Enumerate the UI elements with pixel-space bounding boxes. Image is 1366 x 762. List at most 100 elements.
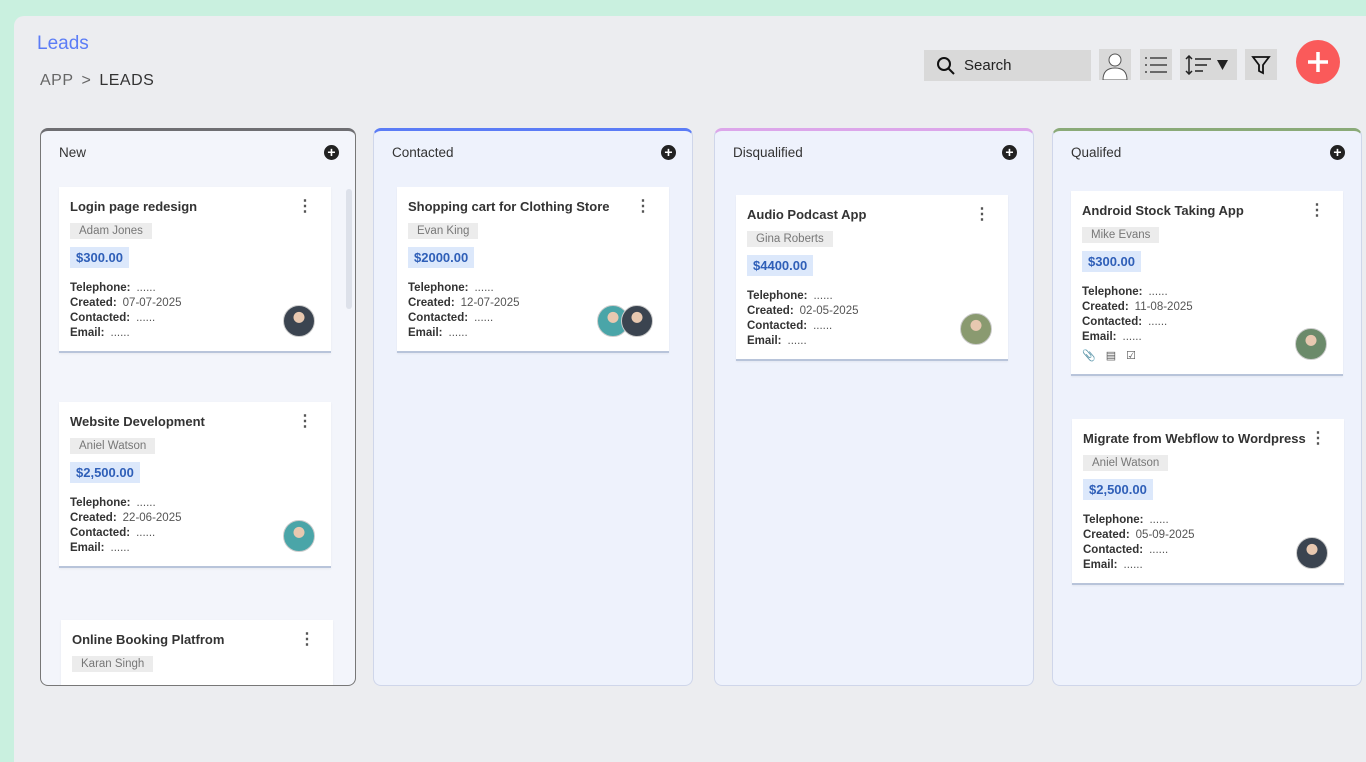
field-label: Telephone: <box>70 282 131 294</box>
search-input[interactable]: Search <box>924 50 1091 81</box>
kanban-column-qualifed: Qualifed + Android Stock Taking App ⋮ Mike E… <box>1052 128 1362 686</box>
field-email: Email:...... <box>1082 331 1332 343</box>
field-value: ...... <box>110 327 130 339</box>
more-options-icon[interactable]: ⋮ <box>297 413 313 430</box>
scrollbar[interactable] <box>346 189 352 309</box>
amount-badge: $2000.00 <box>408 247 475 268</box>
field-value: ...... <box>136 282 156 294</box>
field-created: Created: 12-07-2025 <box>408 297 658 309</box>
card-title: Audio Podcast App <box>747 207 867 222</box>
field-value: ...... <box>1123 559 1143 571</box>
field-telephone: Telephone:...... <box>70 282 320 294</box>
field-label: Email: <box>747 335 782 347</box>
field-telephone: Telephone:...... <box>408 282 658 294</box>
field-value: ...... <box>136 497 156 509</box>
field-label: Telephone: <box>1083 514 1144 526</box>
field-contacted: Contacted:...... <box>1083 544 1333 556</box>
lead-card[interactable]: Audio Podcast App ⋮ Gina Roberts $4400.00 Te… <box>736 195 1008 361</box>
more-options-icon[interactable]: ⋮ <box>635 198 651 215</box>
lead-card[interactable]: Login page redesign ⋮ Adam Jones $300.00 Tel… <box>59 187 331 353</box>
amount-badge: $2,500.00 <box>70 462 140 483</box>
lead-card[interactable]: Online Booking Platfrom ⋮ Karan Singh <box>61 620 333 685</box>
avatar[interactable] <box>1296 537 1328 569</box>
field-email: Email:...... <box>70 327 320 339</box>
field-value: 02-05-2025 <box>799 305 859 317</box>
more-options-icon[interactable]: ⋮ <box>297 198 313 215</box>
field-value: ...... <box>1122 331 1142 343</box>
owner-tag: Adam Jones <box>70 223 152 239</box>
field-label: Contacted: <box>70 527 131 539</box>
field-value: ...... <box>1149 544 1169 556</box>
breadcrumb-separator: > <box>81 72 92 89</box>
comment-icon[interactable]: ▤ <box>1105 350 1117 362</box>
sort-icon <box>1184 54 1228 75</box>
field-value: 12-07-2025 <box>460 297 520 309</box>
sort-button[interactable] <box>1180 49 1237 80</box>
assignee-avatars <box>1295 328 1327 360</box>
avatar[interactable] <box>621 305 653 337</box>
field-label: Contacted: <box>1083 544 1144 556</box>
breadcrumb: APP > LEADS <box>40 72 154 90</box>
lead-card[interactable]: Website Development ⋮ Aniel Watson $2,500.0… <box>59 402 331 568</box>
field-email: Email:...... <box>747 335 997 347</box>
owner-tag: Gina Roberts <box>747 231 833 247</box>
lead-card[interactable]: Android Stock Taking App ⋮ Mike Evans $300.… <box>1071 191 1343 376</box>
breadcrumb-app[interactable]: APP <box>40 72 74 89</box>
field-label: Contacted: <box>747 320 808 332</box>
field-contacted: Contacted:...... <box>70 527 320 539</box>
list-view-button[interactable] <box>1140 49 1172 80</box>
add-lead-button[interactable] <box>1296 40 1340 84</box>
add-card-button[interactable]: + <box>661 145 676 160</box>
field-value: ...... <box>787 335 807 347</box>
card-title: Online Booking Platfrom <box>72 632 225 647</box>
field-label: Contacted: <box>1082 316 1143 328</box>
field-telephone: Telephone:...... <box>70 497 320 509</box>
avatar[interactable] <box>1295 328 1327 360</box>
field-email: Email:...... <box>70 542 320 554</box>
add-card-button[interactable]: + <box>324 145 339 160</box>
amount-badge: $300.00 <box>70 247 129 268</box>
card-title: Migrate from Webflow to Wordpress <box>1083 431 1306 446</box>
list-icon <box>1145 56 1167 73</box>
lead-card[interactable]: Shopping cart for Clothing Store ⋮ Evan Ki… <box>397 187 669 353</box>
field-label: Created: <box>747 305 794 317</box>
amount-badge: $300.00 <box>1082 251 1141 272</box>
kanban-column-new: New + Login page redesign ⋮ Adam Jones $300.0… <box>40 128 356 686</box>
add-card-button[interactable]: + <box>1002 145 1017 160</box>
field-telephone: Telephone:...... <box>747 290 997 302</box>
field-label: Email: <box>408 327 443 339</box>
field-contacted: Contacted:...... <box>408 312 658 324</box>
field-value: 22-06-2025 <box>122 512 182 524</box>
checklist-icon[interactable]: ☑ <box>1126 350 1136 362</box>
owner-tag: Aniel Watson <box>1083 455 1169 471</box>
field-contacted: Contacted:...... <box>70 312 320 324</box>
field-value: ...... <box>1148 316 1168 328</box>
more-options-icon[interactable]: ⋮ <box>974 206 990 223</box>
more-options-icon[interactable]: ⋮ <box>1309 202 1325 219</box>
more-options-icon[interactable]: ⋮ <box>1310 430 1326 447</box>
avatar[interactable] <box>283 520 315 552</box>
field-label: Email: <box>70 542 105 554</box>
user-filter-button[interactable] <box>1099 49 1131 80</box>
field-value: 07-07-2025 <box>122 297 182 309</box>
assignee-avatars <box>283 520 315 552</box>
field-value: ...... <box>136 527 156 539</box>
field-value: ...... <box>474 312 494 324</box>
attachment-icon[interactable]: 📎 <box>1082 350 1096 362</box>
owner-tag: Mike Evans <box>1082 227 1160 243</box>
field-label: Contacted: <box>408 312 469 324</box>
field-value: 11-08-2025 <box>1134 301 1193 313</box>
field-label: Email: <box>1082 331 1117 343</box>
avatar[interactable] <box>960 313 992 345</box>
add-card-button[interactable]: + <box>1330 145 1345 160</box>
field-label: Created: <box>1082 301 1129 313</box>
page-title: Leads <box>37 33 89 54</box>
field-email: Email:...... <box>408 327 658 339</box>
more-options-icon[interactable]: ⋮ <box>299 631 315 648</box>
filter-button[interactable] <box>1245 49 1277 80</box>
lead-card[interactable]: Migrate from Webflow to Wordpress ⋮ Aniel … <box>1072 419 1344 585</box>
avatar[interactable] <box>283 305 315 337</box>
app: Leads APP > LEADS Search New + Login page re… <box>14 16 1366 762</box>
field-label: Contacted: <box>70 312 131 324</box>
field-label: Telephone: <box>70 497 131 509</box>
